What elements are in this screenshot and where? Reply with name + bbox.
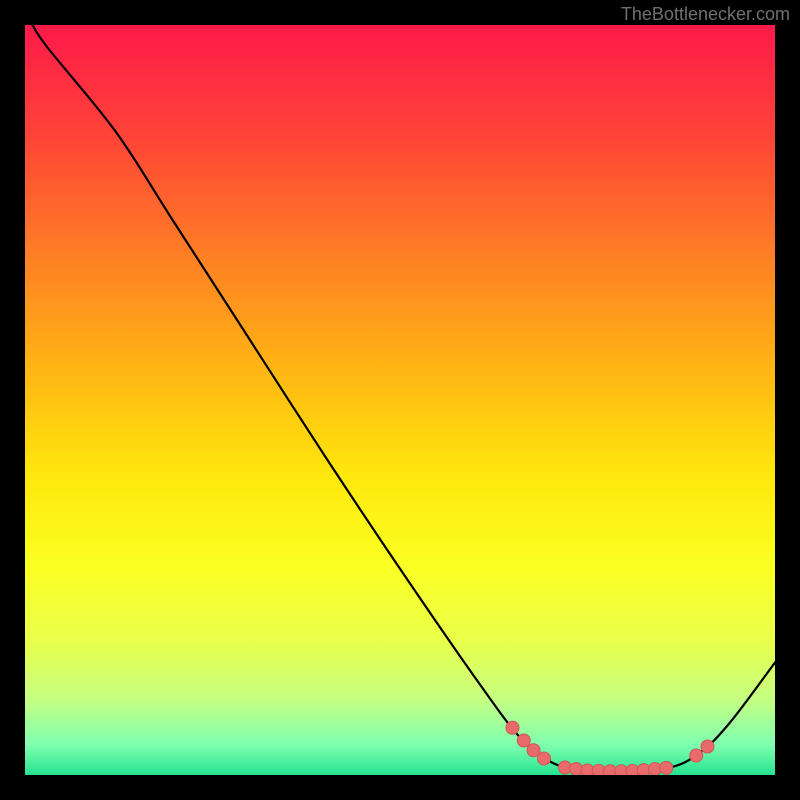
watermark-text: TheBottlenecker.com (621, 4, 790, 25)
chart-marker (517, 734, 530, 747)
chart-marker (506, 721, 519, 734)
chart-marker (527, 744, 540, 757)
chart-area (25, 25, 775, 775)
chart-marker (660, 761, 673, 774)
chart-background (25, 25, 775, 775)
chart-marker (701, 740, 714, 753)
chart-marker (538, 752, 551, 765)
chart-marker (690, 749, 703, 762)
chart-svg (25, 25, 775, 775)
